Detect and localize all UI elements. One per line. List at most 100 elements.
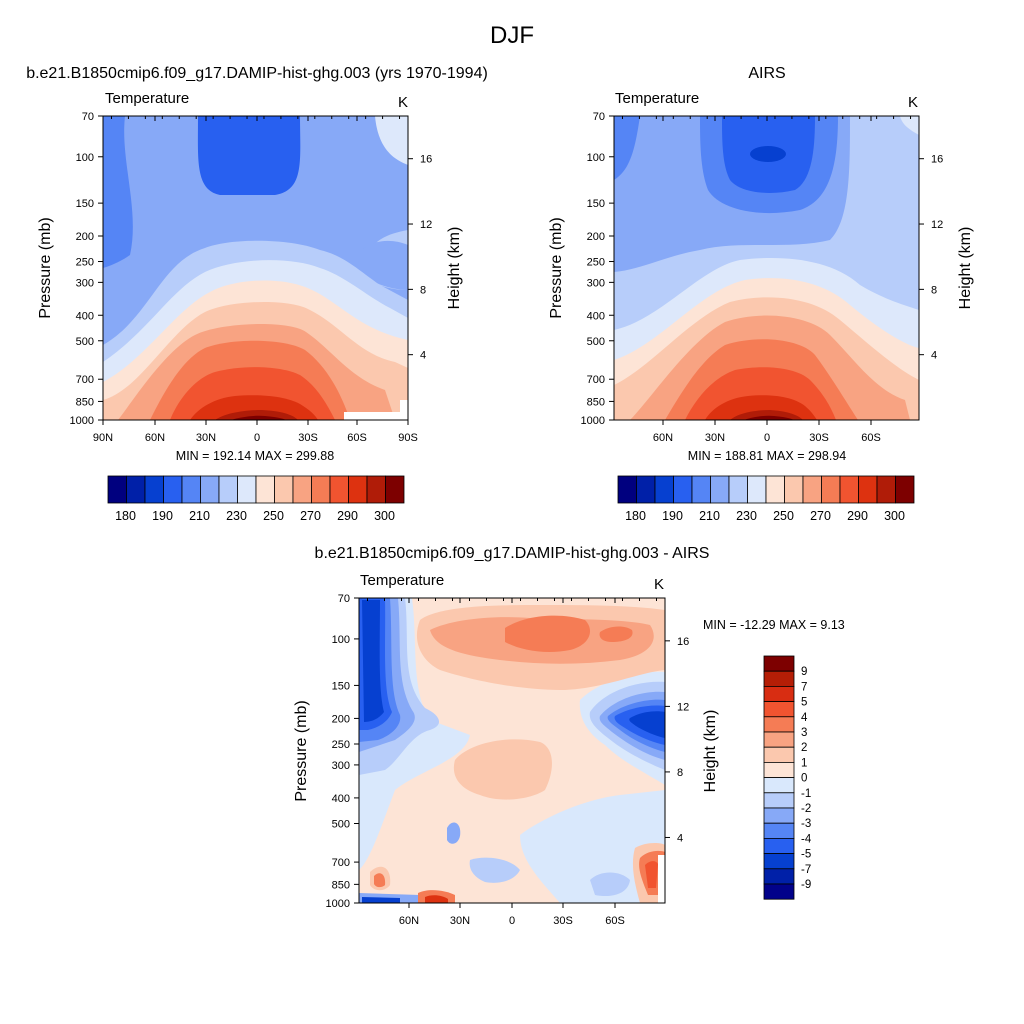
y2-tick-label: 16: [677, 636, 689, 648]
y2-tick-label: 12: [677, 701, 689, 713]
y-tick-label: 500: [76, 336, 94, 348]
y-tick-label: 850: [587, 396, 605, 408]
contour-fill: [362, 600, 384, 722]
y-tick-label: 250: [332, 739, 350, 751]
y2-tick-label: 16: [420, 154, 432, 166]
x-tick-label: 30N: [705, 432, 725, 444]
colorbar-swatch: [126, 475, 146, 504]
x-tick-label: 30N: [450, 915, 470, 927]
colorbar-swatch: [858, 475, 878, 504]
y-tick-label: 500: [587, 336, 605, 348]
contour-fill: [425, 895, 448, 903]
contour-fill: [447, 822, 461, 844]
colorbar-swatch: [292, 475, 312, 504]
colorbar-swatch: [747, 475, 767, 504]
colorbar-label: 250: [773, 509, 794, 523]
x-tick-label: 90N: [93, 432, 113, 444]
y-tick-label: 1000: [581, 415, 605, 427]
y-tick-label: 150: [76, 198, 94, 210]
panel-obs-ylabel: Pressure (mb): [548, 217, 565, 318]
colorbar-label: 1: [801, 757, 807, 769]
colorbar-label: 3: [801, 727, 807, 739]
colorbar-swatch: [839, 475, 859, 504]
contour-fill: [629, 711, 665, 738]
panel-diff-contours: [359, 598, 665, 903]
contour-fill: [599, 626, 633, 642]
colorbar-swatch: [763, 777, 795, 794]
colorbar-swatch: [237, 475, 257, 504]
panel-diff-variable: Temperature: [360, 572, 444, 589]
contour-fill: [590, 872, 630, 897]
panel-obs-units: K: [908, 94, 918, 111]
colorbar-swatch: [107, 475, 127, 504]
colorbar-swatch: [348, 475, 368, 504]
colorbar-label: 210: [699, 509, 720, 523]
panel-obs-stats: MIN = 188.81 MAX = 298.94: [688, 449, 846, 463]
colorbar-swatch: [763, 792, 795, 809]
x-tick-label: 60N: [145, 432, 165, 444]
colorbar-swatch: [274, 475, 294, 504]
y2-tick-label: 8: [931, 284, 937, 296]
colorbar-label: 7: [801, 681, 807, 693]
panel-diff-units: K: [654, 576, 664, 593]
y-tick-label: 100: [76, 152, 94, 164]
colorbar-swatch: [617, 475, 637, 504]
panel-obs-title: AIRS: [748, 65, 785, 82]
contour-fill: [231, 415, 286, 420]
colorbar-swatch: [895, 475, 915, 504]
y2-tick-label: 4: [677, 832, 683, 844]
contour-fill: [374, 873, 386, 888]
x-tick-label: 30S: [298, 432, 318, 444]
panel-obs-contours: [614, 116, 919, 420]
colorbar-label: 2: [801, 742, 807, 754]
contour-fill: [375, 116, 408, 165]
colorbar-label: -2: [801, 803, 811, 815]
colorbar-label: -4: [801, 833, 812, 845]
contour-fill: [197, 116, 301, 195]
contour-fill: [505, 615, 590, 653]
contour-fill: [362, 897, 400, 903]
panel-diff-stats: MIN = -12.29 MAX = 9.13: [703, 618, 845, 632]
x-tick-label: 30N: [196, 432, 216, 444]
y-tick-label: 400: [332, 793, 350, 805]
colorbar-swatch: [763, 655, 795, 672]
y-tick-label: 300: [76, 277, 94, 289]
y-tick-label: 100: [587, 152, 605, 164]
figure-title: DJF: [490, 22, 534, 49]
y-tick-label: 850: [76, 396, 94, 408]
colorbar-label: 270: [810, 509, 831, 523]
colorbar-label: 230: [226, 509, 247, 523]
colorbar-swatch: [765, 475, 785, 504]
y-tick-label: 500: [332, 819, 350, 831]
colorbar-label: 230: [736, 509, 757, 523]
y-tick-label: 200: [332, 713, 350, 725]
contour-fill: [453, 739, 552, 800]
contour-fill: [900, 116, 919, 135]
y-tick-label: 700: [587, 374, 605, 386]
y-tick-label: 400: [587, 310, 605, 322]
y-tick-label: 1000: [70, 415, 94, 427]
colorbar-label: 300: [884, 509, 905, 523]
panel-obs-axes: 70 100 150 200 250 300 400 500 700 850 1000 16 12 8 4 6…: [581, 111, 944, 444]
y-tick-label: 70: [338, 593, 350, 605]
panel-obs: AIRS Temperature K 70 100 150 200 250 300 400 5…: [548, 65, 974, 523]
contour-fill: [215, 410, 298, 420]
colorbar-swatch: [385, 475, 405, 504]
y-tick-label: 200: [587, 231, 605, 243]
contour-fill: [614, 116, 640, 180]
y-tick-label: 300: [332, 760, 350, 772]
colorbar-swatch: [728, 475, 748, 504]
colorbar-label: 5: [801, 697, 807, 709]
x-tick-label: 60S: [861, 432, 881, 444]
colorbar-label: -1: [801, 788, 811, 800]
y-tick-label: 70: [593, 111, 605, 123]
y-tick-label: 100: [332, 634, 350, 646]
x-tick-label: 60S: [347, 432, 367, 444]
y2-tick-label: 12: [420, 219, 432, 231]
colorbar-label: -5: [801, 849, 811, 861]
panel-model-variable: Temperature: [105, 90, 189, 107]
colorbar-swatch: [763, 883, 795, 900]
y-tick-label: 300: [587, 277, 605, 289]
colorbar-swatch: [763, 670, 795, 687]
colorbar-label: 190: [662, 509, 683, 523]
